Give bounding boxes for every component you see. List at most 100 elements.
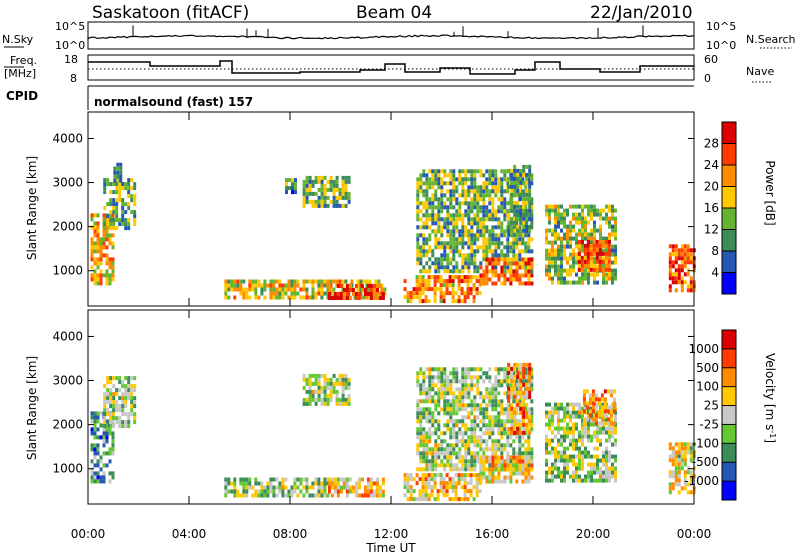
power-cell (598, 243, 602, 248)
velocity-cell (302, 477, 306, 482)
velocity-cell (305, 401, 309, 406)
velocity-cell (335, 393, 339, 398)
velocity-cell (609, 413, 613, 418)
power-cell (302, 179, 306, 184)
velocity-cell (530, 423, 534, 428)
velocity-cell (323, 377, 327, 382)
power-cell (566, 228, 569, 233)
velocity-cell (603, 405, 607, 410)
velocity-cell (260, 489, 264, 494)
velocity-cell (603, 421, 607, 426)
power-cell (507, 168, 511, 173)
velocity-cell (612, 401, 616, 406)
power-cell (416, 205, 420, 210)
velocity-cell (437, 419, 441, 424)
velocity-cell (357, 481, 361, 486)
power-cell (584, 272, 587, 277)
velocity-cell (609, 405, 613, 410)
velocity-cell (475, 489, 479, 494)
power-cell (551, 232, 554, 237)
power-cell (516, 168, 520, 173)
velocity-cell (686, 446, 690, 451)
power-cell (491, 281, 495, 286)
power-cell (362, 295, 366, 300)
velocity-cell (590, 418, 593, 423)
power-cell (482, 273, 486, 278)
velocity-cell (519, 422, 523, 427)
velocity-cell (449, 451, 453, 456)
power-cell (593, 228, 596, 233)
velocity-cell (458, 455, 462, 460)
velocity-cell (509, 419, 513, 424)
power-cell (554, 236, 557, 241)
velocity-cell (513, 406, 517, 411)
power-cell (605, 204, 608, 209)
power-cell (440, 193, 444, 198)
velocity-cell (509, 455, 513, 460)
power-cell (434, 269, 438, 274)
velocity-cell (439, 489, 443, 494)
velocity-cell (606, 417, 610, 422)
power-cell (467, 241, 471, 246)
power-cell (581, 216, 584, 221)
velocity-cell (609, 389, 613, 394)
velocity-cell (317, 493, 321, 498)
power-cell (443, 225, 447, 230)
power-cell (112, 210, 116, 215)
power-cell (416, 209, 420, 214)
power-cell (90, 265, 94, 270)
power-cell (461, 221, 465, 226)
velocity-cell (608, 474, 611, 479)
velocity-cell (427, 497, 431, 502)
power-cell (528, 168, 532, 173)
velocity-cell (425, 435, 429, 440)
velocity-cell (445, 485, 449, 490)
power-cell (278, 279, 282, 284)
velocity-cell (439, 481, 443, 486)
velocity-cell (254, 489, 258, 494)
velocity-cell (341, 401, 345, 406)
velocity-cell (582, 409, 586, 414)
power-cell (554, 232, 557, 237)
velocity-cell (554, 434, 557, 439)
power-cell (500, 169, 504, 174)
velocity-cell (421, 473, 425, 478)
power-cell (96, 245, 100, 250)
velocity-cell (461, 395, 465, 400)
power-cell (589, 243, 593, 248)
velocity-cell (525, 394, 529, 399)
power-cell (317, 199, 321, 204)
velocity-cell (242, 493, 246, 498)
velocity-cell (320, 373, 324, 378)
velocity-cell (506, 467, 510, 472)
velocity-cell (507, 370, 511, 375)
velocity-cell (437, 443, 441, 448)
power-cell (105, 269, 109, 274)
power-cell (419, 185, 423, 190)
power-cell (473, 233, 477, 238)
velocity-cell (606, 421, 610, 426)
power-cell (500, 197, 504, 202)
power-cell (516, 176, 520, 181)
power-cell (103, 226, 107, 231)
power-cell (592, 267, 596, 272)
velocity-cell (602, 402, 605, 407)
power-cell (124, 226, 128, 231)
velocity-cell (566, 434, 569, 439)
power-cell (566, 232, 569, 237)
power-cell (419, 249, 423, 254)
power-cell (590, 236, 593, 241)
velocity-cell (449, 387, 453, 392)
power-cell (452, 189, 456, 194)
velocity-cell (302, 485, 306, 490)
power-cell (604, 251, 608, 256)
velocity-cell (454, 497, 458, 502)
velocity-cell (614, 470, 617, 475)
velocity-cell (527, 451, 531, 456)
power-cell (578, 228, 581, 233)
velocity-cell (600, 421, 604, 426)
power-cell (578, 204, 581, 209)
velocity-cell (443, 391, 447, 396)
velocity-cell (513, 410, 517, 415)
velocity-cell (409, 493, 413, 498)
